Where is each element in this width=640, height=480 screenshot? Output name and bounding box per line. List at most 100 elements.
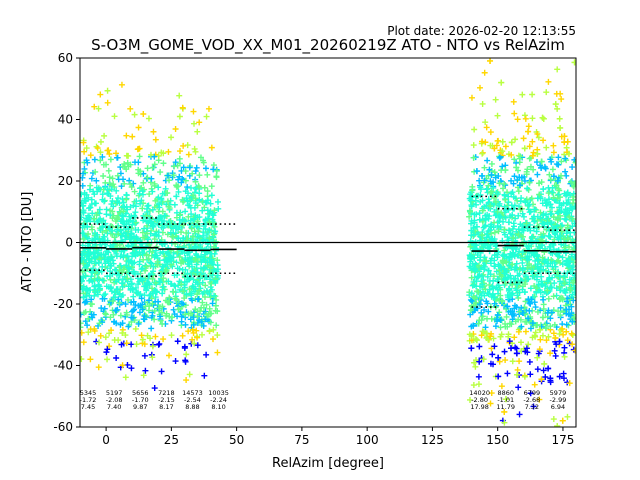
scatter-point xyxy=(531,381,538,388)
scatter-point xyxy=(501,226,508,233)
scatter-point xyxy=(487,58,494,64)
scatter-point xyxy=(86,186,93,193)
scatter-point xyxy=(487,202,494,209)
scatter-point xyxy=(557,327,564,334)
scatter-point xyxy=(198,304,205,311)
scatter-point xyxy=(194,269,201,276)
bin-std-label: 9.87 xyxy=(133,403,147,411)
scatter-point xyxy=(554,223,561,230)
scatter-point xyxy=(129,286,136,293)
scatter-point xyxy=(140,217,147,224)
scatter-point xyxy=(477,247,484,254)
scatter-point xyxy=(80,203,86,210)
scatter-point xyxy=(556,115,563,122)
scatter-point xyxy=(529,320,536,327)
scatter-point xyxy=(203,274,210,281)
x-tick-label: 75 xyxy=(294,433,309,447)
scatter-point xyxy=(102,311,109,318)
scatter-point xyxy=(198,318,205,325)
scatter-point xyxy=(107,284,114,291)
scatter-point xyxy=(548,204,555,211)
scatter-point xyxy=(110,203,117,210)
scatter-point xyxy=(471,231,478,238)
scatter-point xyxy=(485,172,492,179)
scatter-point xyxy=(551,347,558,354)
scatter-point xyxy=(182,321,189,328)
bin-std-label: 8.88 xyxy=(185,403,199,411)
scatter-point xyxy=(511,334,518,341)
scatter-point xyxy=(496,358,503,365)
scatter-point xyxy=(129,133,136,140)
scatter-point xyxy=(85,205,92,212)
scatter-point xyxy=(128,365,135,372)
scatter-point xyxy=(496,154,503,161)
scatter-point xyxy=(181,197,188,204)
scatter-point xyxy=(187,258,194,265)
scatter-point xyxy=(508,151,515,158)
scatter-point xyxy=(139,229,146,236)
scatter-point xyxy=(87,287,94,294)
scatter-point xyxy=(494,208,501,215)
scatter-point xyxy=(175,282,182,289)
scatter-point xyxy=(91,282,98,289)
scatter-point xyxy=(561,133,568,140)
scatter-point xyxy=(134,290,141,297)
scatter-point xyxy=(80,356,85,363)
scatter-point xyxy=(553,182,560,189)
scatter-point xyxy=(168,257,175,264)
scatter-point xyxy=(515,231,522,238)
scatter-point xyxy=(480,280,487,287)
scatter-point xyxy=(180,198,187,205)
scatter-point xyxy=(166,177,173,184)
scatter-point xyxy=(212,280,219,287)
scatter-point xyxy=(174,265,181,272)
scatter-point xyxy=(526,179,533,186)
scatter-point xyxy=(206,235,213,242)
scatter-point xyxy=(509,358,516,365)
x-axis-label: RelAzim [degree] xyxy=(272,456,384,471)
scatter-point xyxy=(492,96,499,103)
scatter-point xyxy=(540,212,547,219)
scatter-point xyxy=(102,184,109,191)
scatter-point xyxy=(551,321,558,328)
scatter-point xyxy=(542,374,549,381)
scatter-point xyxy=(139,336,146,343)
scatter-point xyxy=(80,236,87,243)
scatter-point xyxy=(519,259,526,266)
scatter-point xyxy=(544,309,551,316)
scatter-point xyxy=(212,307,219,314)
bin-statistics-labels: 5345-1.727.45 5197-2.087.40 5656-1.709.87 7… xyxy=(80,389,567,411)
scatter-point xyxy=(563,321,570,328)
scatter-point xyxy=(536,180,543,187)
scatter-point xyxy=(477,254,484,261)
scatter-point xyxy=(572,203,576,210)
scatter-point xyxy=(125,163,132,170)
scatter-point xyxy=(116,290,123,297)
scatter-point xyxy=(186,221,193,228)
scatter-point xyxy=(571,59,576,66)
scatter-point xyxy=(138,332,145,339)
scatter-point xyxy=(558,207,565,214)
scatter-point xyxy=(547,323,554,330)
scatter-point xyxy=(497,213,504,220)
scatter-point xyxy=(193,250,200,257)
scatter-point xyxy=(135,320,142,327)
scatter-point xyxy=(501,247,508,254)
scatter-point xyxy=(132,159,139,166)
scatter-point xyxy=(501,348,508,355)
scatter-point xyxy=(545,295,552,302)
scatter-point xyxy=(214,272,221,279)
scatter-point xyxy=(160,283,167,290)
scatter-point xyxy=(501,408,508,415)
scatter-point xyxy=(518,339,525,346)
scatter-point xyxy=(467,296,474,303)
scatter-point xyxy=(523,168,530,175)
scatter-point xyxy=(186,164,193,171)
scatter-point xyxy=(213,322,220,329)
scatter-point xyxy=(559,254,566,261)
scatter-point xyxy=(555,161,562,168)
scatter-point xyxy=(126,236,133,243)
scatter-point xyxy=(146,191,153,198)
scatter-point xyxy=(170,234,177,241)
scatter-point xyxy=(89,269,96,276)
